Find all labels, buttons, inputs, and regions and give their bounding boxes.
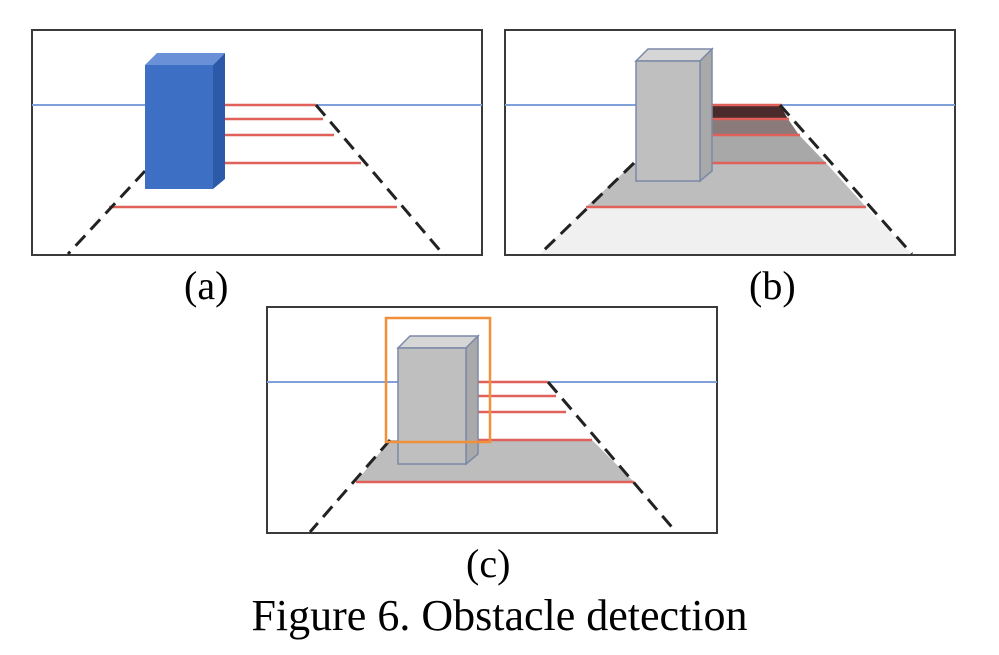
panel-a [31, 29, 483, 256]
panel-b-label: (b) [749, 263, 796, 308]
free-space-dark [712, 105, 788, 119]
panel-b [504, 29, 956, 256]
panel-c [266, 306, 718, 534]
free-space-gray-far [712, 135, 826, 163]
free-space-light [540, 207, 912, 254]
obstacle-block [145, 53, 225, 189]
bounding-box [384, 316, 492, 444]
figure-caption: Figure 6. Obstacle detection [251, 591, 748, 640]
panel-a-diagram [31, 29, 483, 256]
road-edge-right [314, 104, 445, 255]
panel-c-diagram [266, 306, 718, 534]
obstacle-block [396, 334, 480, 466]
panel-c-label: (c) [466, 541, 511, 586]
road-edge-right [546, 381, 678, 533]
road-edge-left [66, 169, 147, 256]
panel-a-label: (a) [184, 263, 229, 308]
panel-frame [31, 29, 483, 256]
road-edge-right [778, 104, 914, 255]
panel-b-diagram [504, 29, 956, 256]
obstacle-block [634, 47, 714, 183]
road-edge-left [308, 439, 392, 533]
free-space-mid [712, 119, 799, 135]
